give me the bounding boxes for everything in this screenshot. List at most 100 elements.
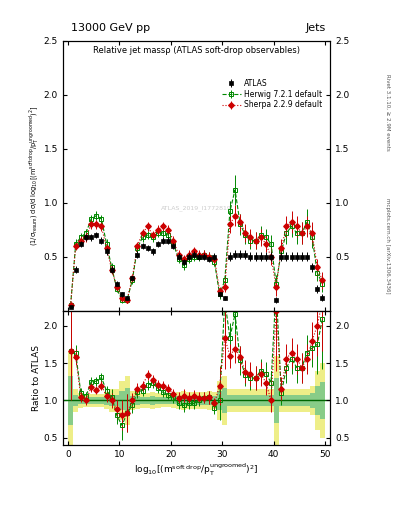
Bar	[145, 397, 150, 404]
Bar	[181, 395, 186, 406]
Bar	[253, 395, 258, 407]
Bar	[243, 389, 248, 412]
Bar	[305, 395, 310, 407]
Bar	[217, 380, 222, 420]
Bar	[99, 397, 104, 404]
Text: Rivet 3.1.10, ≥ 2.9M events: Rivet 3.1.10, ≥ 2.9M events	[385, 74, 390, 151]
Bar	[73, 395, 78, 407]
Bar	[114, 395, 119, 407]
Bar	[135, 392, 140, 409]
Bar	[73, 389, 78, 412]
Bar	[289, 389, 294, 413]
Bar	[294, 395, 299, 407]
Bar	[150, 396, 155, 404]
Bar	[212, 396, 217, 405]
Bar	[284, 395, 289, 407]
Bar	[171, 397, 176, 404]
Bar	[217, 391, 222, 411]
Bar	[94, 394, 99, 407]
Bar	[191, 392, 196, 409]
Y-axis label: (1/σ$_{\mathrm{resum}}$) dσ/d log$_{10}$[(m$^{\mathrm{soft drop}}$/p$_{\mathrm{T: (1/σ$_{\mathrm{resum}}$) dσ/d log$_{10}$…	[28, 105, 41, 246]
Bar	[135, 396, 140, 405]
Bar	[315, 371, 320, 431]
Bar	[315, 386, 320, 415]
Bar	[130, 395, 135, 406]
Bar	[119, 391, 125, 411]
Text: ATLAS_2019_I1772819: ATLAS_2019_I1772819	[161, 205, 232, 211]
Bar	[279, 389, 284, 413]
Bar	[150, 392, 155, 409]
Bar	[202, 392, 207, 410]
Bar	[160, 394, 166, 408]
Bar	[186, 396, 191, 405]
Bar	[233, 395, 238, 406]
Bar	[83, 394, 88, 407]
Bar	[279, 395, 284, 407]
Bar	[238, 389, 243, 412]
Bar	[88, 394, 94, 407]
Bar	[227, 389, 233, 413]
Bar	[155, 393, 160, 408]
Bar	[166, 397, 171, 404]
Legend: ATLAS, Herwig 7.2.1 default, Sherpa 2.2.9 default: ATLAS, Herwig 7.2.1 default, Sherpa 2.2.…	[220, 77, 323, 111]
X-axis label: log$_{10}$[(m$^{\mathrm{soft\ drop}}$/p$_{\mathrm{T}}^{\mathrm{ungroomed}}$)$^{2: log$_{10}$[(m$^{\mathrm{soft\ drop}}$/p$…	[134, 462, 259, 478]
Bar	[310, 386, 315, 415]
Bar	[119, 380, 125, 420]
Y-axis label: Ratio to ATLAS: Ratio to ATLAS	[32, 345, 41, 411]
Text: 13000 GeV pp: 13000 GeV pp	[71, 23, 150, 33]
Bar	[125, 375, 130, 425]
Bar	[186, 392, 191, 410]
Bar	[263, 395, 268, 407]
Bar	[109, 389, 114, 412]
Bar	[299, 395, 305, 407]
Bar	[176, 396, 181, 405]
Bar	[222, 388, 227, 413]
Bar	[196, 396, 202, 405]
Bar	[263, 389, 268, 413]
Bar	[212, 392, 217, 410]
Bar	[289, 395, 294, 407]
Bar	[258, 389, 263, 413]
Bar	[310, 393, 315, 408]
Bar	[238, 395, 243, 406]
Bar	[191, 396, 196, 405]
Bar	[114, 389, 119, 413]
Bar	[88, 397, 94, 404]
Bar	[284, 389, 289, 413]
Bar	[207, 391, 212, 410]
Bar	[130, 391, 135, 411]
Bar	[196, 392, 202, 410]
Bar	[125, 388, 130, 413]
Bar	[305, 389, 310, 413]
Bar	[320, 382, 325, 419]
Bar	[78, 393, 83, 408]
Bar	[274, 378, 279, 423]
Bar	[99, 394, 104, 408]
Bar	[171, 393, 176, 408]
Bar	[104, 392, 109, 409]
Bar	[94, 397, 99, 403]
Bar	[78, 397, 83, 404]
Bar	[233, 389, 238, 412]
Bar	[294, 389, 299, 413]
Bar	[145, 393, 150, 408]
Bar	[253, 389, 258, 413]
Bar	[320, 363, 325, 438]
Bar	[248, 389, 253, 413]
Bar	[181, 391, 186, 411]
Bar	[160, 397, 166, 404]
Bar	[109, 395, 114, 407]
Bar	[274, 355, 279, 445]
Text: Relative jet massρ (ATLAS soft-drop observables): Relative jet massρ (ATLAS soft-drop obse…	[93, 47, 300, 55]
Bar	[202, 396, 207, 405]
Bar	[268, 395, 274, 407]
Bar	[68, 375, 73, 425]
Bar	[258, 395, 263, 407]
Bar	[248, 395, 253, 407]
Bar	[268, 389, 274, 413]
Bar	[155, 397, 160, 404]
Bar	[299, 389, 305, 413]
Bar	[207, 396, 212, 405]
Bar	[68, 351, 73, 451]
Text: Jets: Jets	[306, 23, 326, 33]
